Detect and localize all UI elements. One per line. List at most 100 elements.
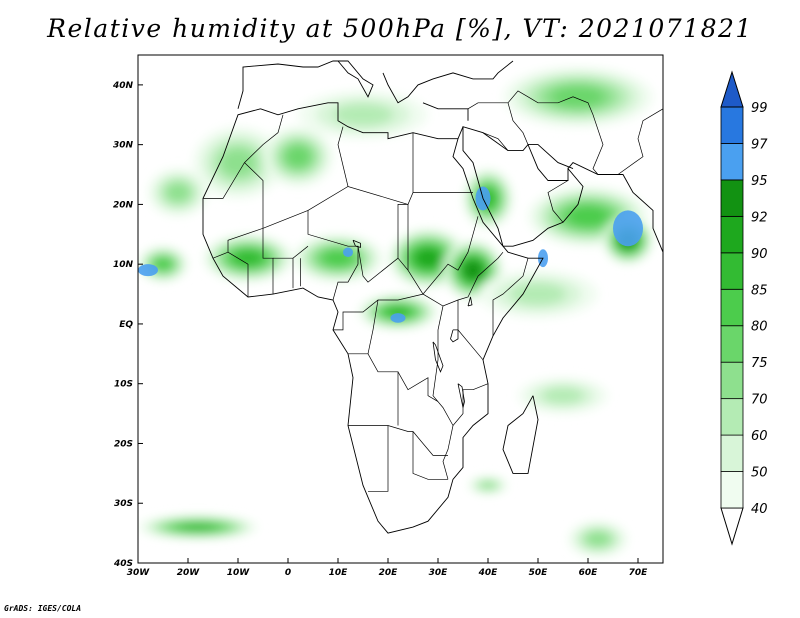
humidity-region-4 xyxy=(154,258,172,271)
lon-tick-label: 20W xyxy=(177,568,201,578)
grads-credit: GrADS: IGES/COLA xyxy=(4,604,82,613)
lon-tick-label: 40E xyxy=(478,568,499,578)
border-29 xyxy=(547,180,569,223)
humidity-region-16 xyxy=(586,531,610,547)
colorbar-over-triangle xyxy=(720,70,744,108)
coastline-0 xyxy=(202,102,544,534)
saturated-spot-2 xyxy=(138,264,158,277)
lat-tick-label: 10N xyxy=(113,260,134,270)
colorbar-label: 40 xyxy=(751,502,768,517)
border-15 xyxy=(432,305,454,480)
lat-tick-label: 30S xyxy=(114,499,133,509)
lon-tick-label: 60E xyxy=(579,568,599,578)
lon-tick-label: 30E xyxy=(429,568,449,578)
coastline-2 xyxy=(462,126,584,247)
lon-tick-label: 50E xyxy=(529,568,549,578)
colorbar-under-triangle xyxy=(720,507,744,546)
lat-tick-label: EQ xyxy=(119,320,133,330)
colorbar-label: 99 xyxy=(751,101,768,116)
saturated-spot-1 xyxy=(613,210,643,247)
border-7 xyxy=(227,251,249,297)
border-21 xyxy=(412,431,448,480)
colorbar-label: 70 xyxy=(751,393,768,408)
lat-tick-label: 40S xyxy=(113,559,133,569)
humidity-region-18 xyxy=(551,86,605,108)
country-borders xyxy=(203,90,663,492)
lat-tick-label: 40N xyxy=(112,81,134,91)
colorbar-segment xyxy=(720,398,744,436)
colorbar: 40 50 60 70 75 80 85 90 92 95 97 99 xyxy=(720,70,768,546)
colorbar-segment xyxy=(720,325,744,363)
border-23 xyxy=(333,293,424,331)
colorbar-label: 95 xyxy=(751,174,768,189)
coastlines xyxy=(202,60,663,534)
border-16 xyxy=(457,300,484,361)
lon-tick-label: 0 xyxy=(285,568,291,578)
colorbar-segment xyxy=(720,288,744,327)
border-20 xyxy=(368,425,389,492)
lat-tick-label: 30N xyxy=(113,141,134,151)
map-title: Relative humidity at 500hPa [%], VT: 202… xyxy=(47,14,753,43)
colorbar-segment xyxy=(720,434,744,472)
humidity-region-5 xyxy=(233,250,263,266)
colorbar-segment xyxy=(720,106,744,144)
humidity-region-15 xyxy=(179,523,217,531)
colorbar-label: 60 xyxy=(751,429,768,444)
humidity-region-14 xyxy=(542,387,584,405)
lat-tick-label: 20N xyxy=(113,200,134,210)
coastline-1 xyxy=(502,395,539,474)
lake-2 xyxy=(457,383,465,408)
border-26 xyxy=(463,383,489,391)
border-1 xyxy=(212,162,264,259)
humidity-region-0 xyxy=(332,103,394,126)
lake-3 xyxy=(352,239,361,248)
lakes xyxy=(352,239,473,408)
saturated-spot-4 xyxy=(390,313,406,323)
colorbar-label: 50 xyxy=(751,466,768,481)
lon-tick-label: 30W xyxy=(127,568,151,578)
colorbar-segment xyxy=(720,179,744,217)
colorbar-label: 85 xyxy=(751,283,768,298)
colorbar-segment xyxy=(720,215,744,254)
colorbar-segment xyxy=(720,361,744,400)
coastline-8 xyxy=(528,144,574,170)
humidity-region-7 xyxy=(416,249,440,268)
border-0 xyxy=(203,114,284,199)
colorbar-label: 80 xyxy=(751,320,768,335)
humidity-region-8 xyxy=(464,261,482,279)
lake-1 xyxy=(432,341,444,373)
colorbar-label: 97 xyxy=(751,137,768,152)
coastline-3 xyxy=(567,162,663,253)
border-3 xyxy=(337,126,349,187)
lon-tick-label: 70E xyxy=(629,568,649,578)
lake-0 xyxy=(450,329,459,343)
border-10 xyxy=(273,245,309,259)
colorbar-segment xyxy=(720,143,744,181)
lon-tick-label: 20E xyxy=(379,568,399,578)
colorbar-label: 90 xyxy=(751,247,768,262)
colorbar-label: 92 xyxy=(751,210,768,225)
lat-tick-label: 10S xyxy=(114,380,133,390)
border-17 xyxy=(492,258,529,336)
coastline-7 xyxy=(457,126,464,139)
border-28 xyxy=(482,132,509,151)
border-18 xyxy=(348,353,439,402)
border-14 xyxy=(422,216,479,295)
colorbar-segment xyxy=(720,471,744,509)
border-24 xyxy=(367,299,379,354)
humidity-region-11 xyxy=(568,206,608,227)
humidity-region-17 xyxy=(480,481,496,489)
humidity-region-9 xyxy=(385,306,411,318)
lake-4 xyxy=(467,296,473,307)
border-25 xyxy=(452,389,464,426)
colorbar-segment xyxy=(720,252,744,290)
latitude-axis: 40N 30N 20N 10N EQ 10S 20S 30S 40S xyxy=(112,81,143,569)
border-31 xyxy=(617,108,663,175)
humidity-region-1 xyxy=(220,148,256,177)
border-30 xyxy=(507,90,604,175)
border-4 xyxy=(307,204,408,283)
lon-tick-label: 10W xyxy=(227,568,251,578)
plot-frame xyxy=(137,54,664,564)
coastline-5 xyxy=(382,60,514,104)
